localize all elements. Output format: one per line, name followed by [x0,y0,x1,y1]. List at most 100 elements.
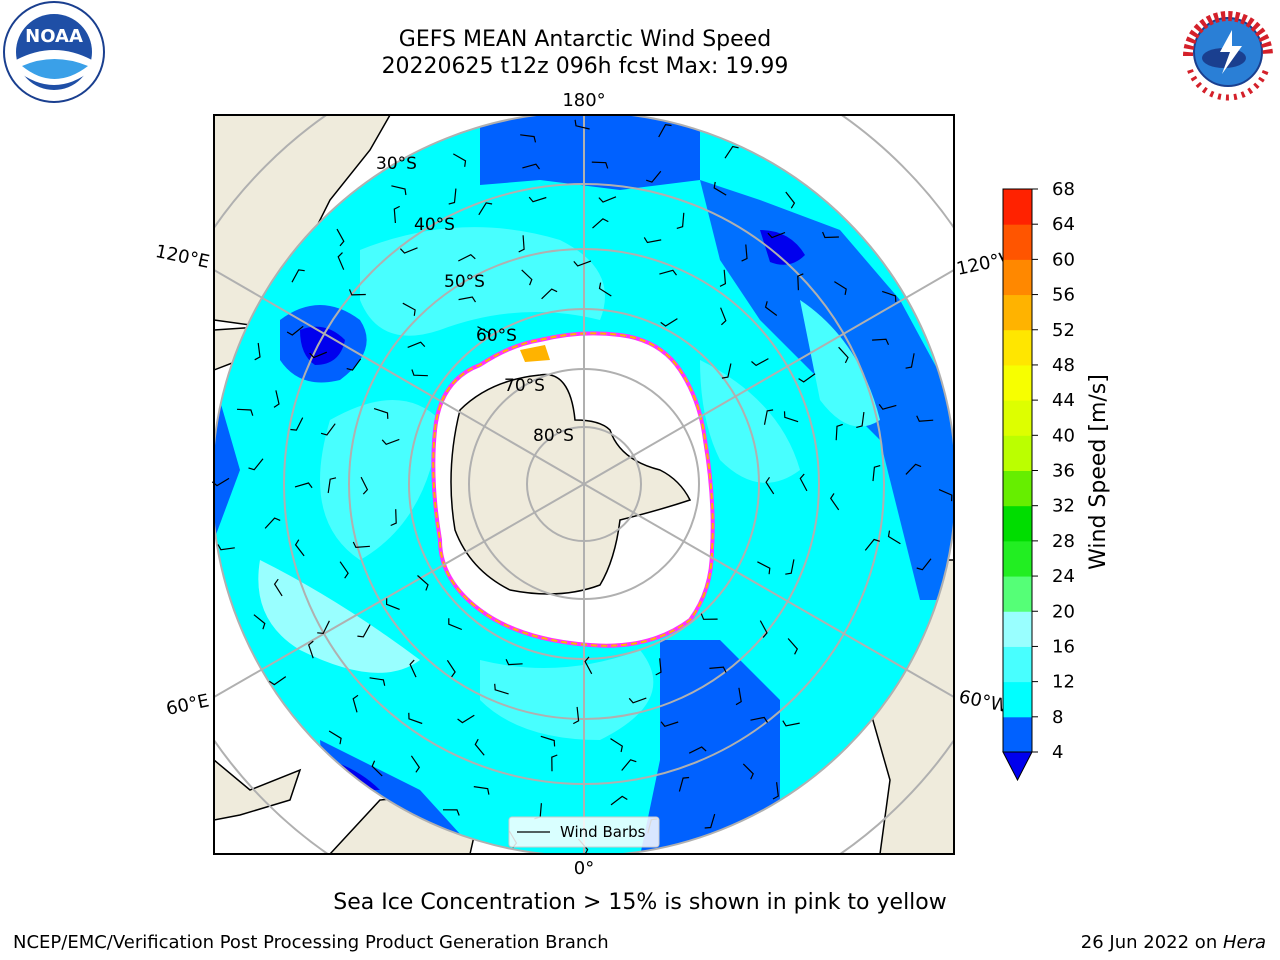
latitude-label-70s: 70°S [504,376,545,396]
wind-barb [797,273,804,291]
longitude-label-60w: 60°W [957,686,1010,717]
wind-barb [254,342,261,361]
wind-barb [592,218,609,229]
wind-barb [309,351,328,359]
colorbar-segment [1003,646,1032,683]
colorbar-segment [1003,435,1032,471]
wind-barb [294,539,305,557]
wind-barb [273,578,283,597]
wind-barb [785,191,796,209]
wind-barb [750,716,769,723]
wind-barb [659,269,677,276]
wind-barb [391,185,407,196]
colorbar-tick-label: 56 [1052,285,1075,306]
wind-barb [457,714,475,724]
colorbar-tick-label: 20 [1052,601,1075,622]
wind-barb [417,575,429,591]
wind-barb [541,288,558,300]
colorbar-segment [1003,716,1032,753]
wind-barb [291,269,305,283]
legend-label: Wind Barbs [560,823,646,841]
latitude-label-80s: 80°S [533,426,574,446]
wind-barb [337,252,345,270]
longitude-label-60e: 60°E [164,690,211,720]
wind-barb [724,145,739,159]
wind-barb [307,640,314,659]
wind-barb [573,706,580,725]
wind-barb [757,561,771,575]
wind-barb [660,721,679,727]
wind-barb [477,326,491,340]
wind-barb [782,720,800,727]
wind-barb [938,489,953,502]
wind-barb [887,530,901,545]
wind-barb [268,676,287,686]
wind-barb [290,417,304,431]
wind-barb [574,119,590,130]
colorbar-segment [1003,576,1032,612]
wind-barb [390,509,397,527]
wind-barb [643,237,662,244]
colorbar-extend-arrow [1002,751,1033,782]
wind-barb [352,694,359,713]
wind-barb [905,353,915,369]
wind-barb [787,638,799,655]
wind-barb [765,476,775,495]
wind-barb [402,302,416,316]
wind-barb [211,477,230,487]
longitude-label-120e: 120°E [153,241,211,273]
wind-barb [628,697,647,704]
colorbar-tick-label: 12 [1052,672,1075,693]
wind-barb [759,620,768,638]
wind-barb [357,624,371,638]
latitude-label-50s: 50°S [444,272,485,292]
wind-barb [407,341,426,348]
wind-barb [834,281,847,296]
longitude-label-180: 180° [562,90,605,111]
colorbar-tick-label: 48 [1052,355,1075,376]
wind-barb [584,656,593,675]
wind-barb [916,558,932,571]
wind-barb [352,541,370,549]
wind-barb [522,163,540,170]
colorbar-segment [1003,329,1032,366]
wind-barb [217,544,235,551]
wind-barb [709,666,727,673]
wind-barb [610,738,623,753]
latitude-label-40s: 40°S [414,215,455,235]
wind-barb [410,755,421,773]
wind-barb [905,463,922,475]
wind-barb [336,228,345,247]
wind-barb [660,318,678,327]
wind-barb [458,296,477,303]
colorbar-tick-label: 60 [1052,249,1075,270]
sea-ice-note: Sea Ice Concentration > 15% is shown in … [333,890,947,915]
title-line-2: 20220625 t12z 096h fcst Max: 19.99 [381,54,789,79]
wind-barb [704,813,716,829]
wind-barb [783,411,799,423]
wind-barb [838,346,849,364]
wind-barb [478,202,493,216]
wind-barb [551,754,558,772]
wind-barb [742,763,754,780]
wind-barb [317,620,330,635]
wind-barb [655,658,662,676]
wind-barb [327,477,337,494]
wind-barb [700,613,718,620]
colorbar-segment [1003,224,1032,260]
wind-barb [676,212,685,229]
colorbar-tick-label: 44 [1052,390,1075,411]
wind-barb [369,677,386,686]
wind-barb [494,683,509,695]
wind-barb [360,476,369,495]
colorbar-segment [1003,470,1032,507]
colorbar-segment [1003,681,1032,718]
wind-barb [878,404,897,410]
colorbar-segment [1003,189,1032,225]
noaa-logo-text: NOAA [25,26,83,47]
colorbar-label: Wind Speed [m/s] [1086,374,1111,570]
wind-barb [573,260,592,267]
wind-barb [505,658,523,666]
colorbar-segment [1003,505,1032,542]
